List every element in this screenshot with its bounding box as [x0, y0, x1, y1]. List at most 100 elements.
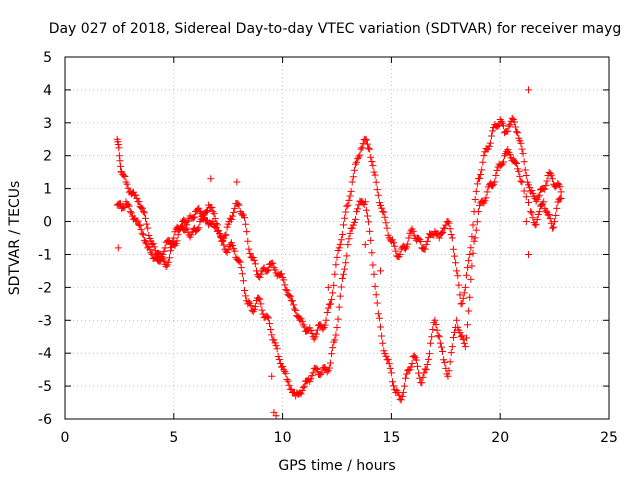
- data-point: [520, 158, 528, 166]
- data-point: [414, 362, 422, 370]
- axis-ticks-layer: 0 5 10 15 20 25 -6 -5 -4 -3 -2 -1 0 1 2 3 4 5: [38, 50, 618, 446]
- data-point: [418, 379, 426, 387]
- data-point: [282, 369, 290, 377]
- data-point: [341, 265, 349, 273]
- data-point: [351, 215, 359, 223]
- data-point: [244, 237, 252, 245]
- data-point: [405, 234, 413, 242]
- data-point: [152, 254, 160, 262]
- data-point: [145, 232, 153, 240]
- data-point: [348, 178, 356, 186]
- data-point: [369, 162, 377, 170]
- data-point: [367, 153, 375, 161]
- data-point: [358, 144, 366, 152]
- data-point: [375, 314, 383, 322]
- y-tick-label: -5: [38, 379, 52, 395]
- data-point: [235, 257, 243, 265]
- data-point: [386, 364, 394, 372]
- data-point: [449, 245, 457, 253]
- data-point: [517, 177, 525, 185]
- data-point: [300, 382, 308, 390]
- data-point: [435, 234, 443, 242]
- data-point: [181, 217, 189, 225]
- data-point: [407, 363, 415, 371]
- data-point: [392, 247, 400, 255]
- data-point: [521, 166, 529, 174]
- data-point: [446, 358, 454, 366]
- data-point: [323, 309, 331, 317]
- data-point: [338, 231, 346, 239]
- data-point: [208, 204, 216, 212]
- data-point: [298, 318, 306, 326]
- data-point: [334, 315, 342, 323]
- data-point: [387, 369, 395, 377]
- data-point: [557, 195, 565, 203]
- data-point: [335, 244, 343, 252]
- data-point: [436, 339, 444, 347]
- data-point: [422, 241, 430, 249]
- data-point: [138, 204, 146, 212]
- data-point: [473, 218, 481, 226]
- data-point: [291, 305, 299, 313]
- data-point: [336, 240, 344, 248]
- data-point: [115, 152, 123, 160]
- data-point: [159, 250, 167, 258]
- data-point: [312, 365, 320, 373]
- data-point: [280, 366, 288, 374]
- data-point: [460, 339, 468, 347]
- data-point: [272, 342, 280, 350]
- outlier-point: [114, 244, 122, 252]
- x-axis-label: GPS time / hours: [278, 458, 395, 474]
- data-point: [381, 213, 389, 221]
- data-point: [556, 183, 564, 191]
- data-point: [476, 174, 484, 182]
- data-point: [312, 330, 320, 338]
- data-point: [529, 214, 537, 222]
- data-point: [440, 356, 448, 364]
- data-point: [169, 238, 177, 246]
- data-point: [318, 369, 326, 377]
- data-point: [250, 256, 258, 264]
- data-point: [513, 128, 521, 136]
- data-point: [231, 204, 239, 212]
- data-point: [329, 289, 337, 297]
- data-point: [517, 139, 525, 147]
- data-point: [543, 177, 551, 185]
- data-point: [388, 378, 396, 386]
- data-point: [297, 390, 305, 398]
- data-point: [542, 181, 550, 189]
- data-point: [346, 192, 354, 200]
- data-point: [499, 158, 507, 166]
- data-point: [429, 325, 437, 333]
- data-point: [380, 208, 388, 216]
- data-point: [518, 145, 526, 153]
- data-point: [505, 122, 513, 130]
- data-point: [239, 277, 247, 285]
- data-point: [271, 266, 279, 274]
- data-point: [123, 180, 131, 188]
- data-point: [427, 339, 435, 347]
- data-point: [511, 158, 519, 166]
- data-point: [522, 171, 530, 179]
- data-point: [195, 224, 203, 232]
- data-point: [307, 375, 315, 383]
- data-point: [251, 260, 259, 268]
- data-point: [132, 191, 140, 199]
- data-point: [236, 258, 244, 266]
- data-point: [328, 350, 336, 358]
- data-point: [468, 233, 476, 241]
- data-point: [160, 257, 168, 265]
- data-point: [168, 239, 176, 247]
- data-point: [551, 218, 559, 226]
- data-point: [136, 222, 144, 230]
- data-point: [285, 291, 293, 299]
- data-point: [419, 373, 427, 381]
- data-point: [177, 223, 185, 231]
- data-point: [195, 204, 203, 212]
- data-point: [263, 313, 271, 321]
- data-point: [292, 306, 300, 314]
- data-point: [368, 157, 376, 165]
- data-point: [337, 283, 345, 291]
- data-point: [464, 321, 472, 329]
- chart-title: Day 027 of 2018, Sidereal Day-to-day VTE…: [49, 21, 622, 37]
